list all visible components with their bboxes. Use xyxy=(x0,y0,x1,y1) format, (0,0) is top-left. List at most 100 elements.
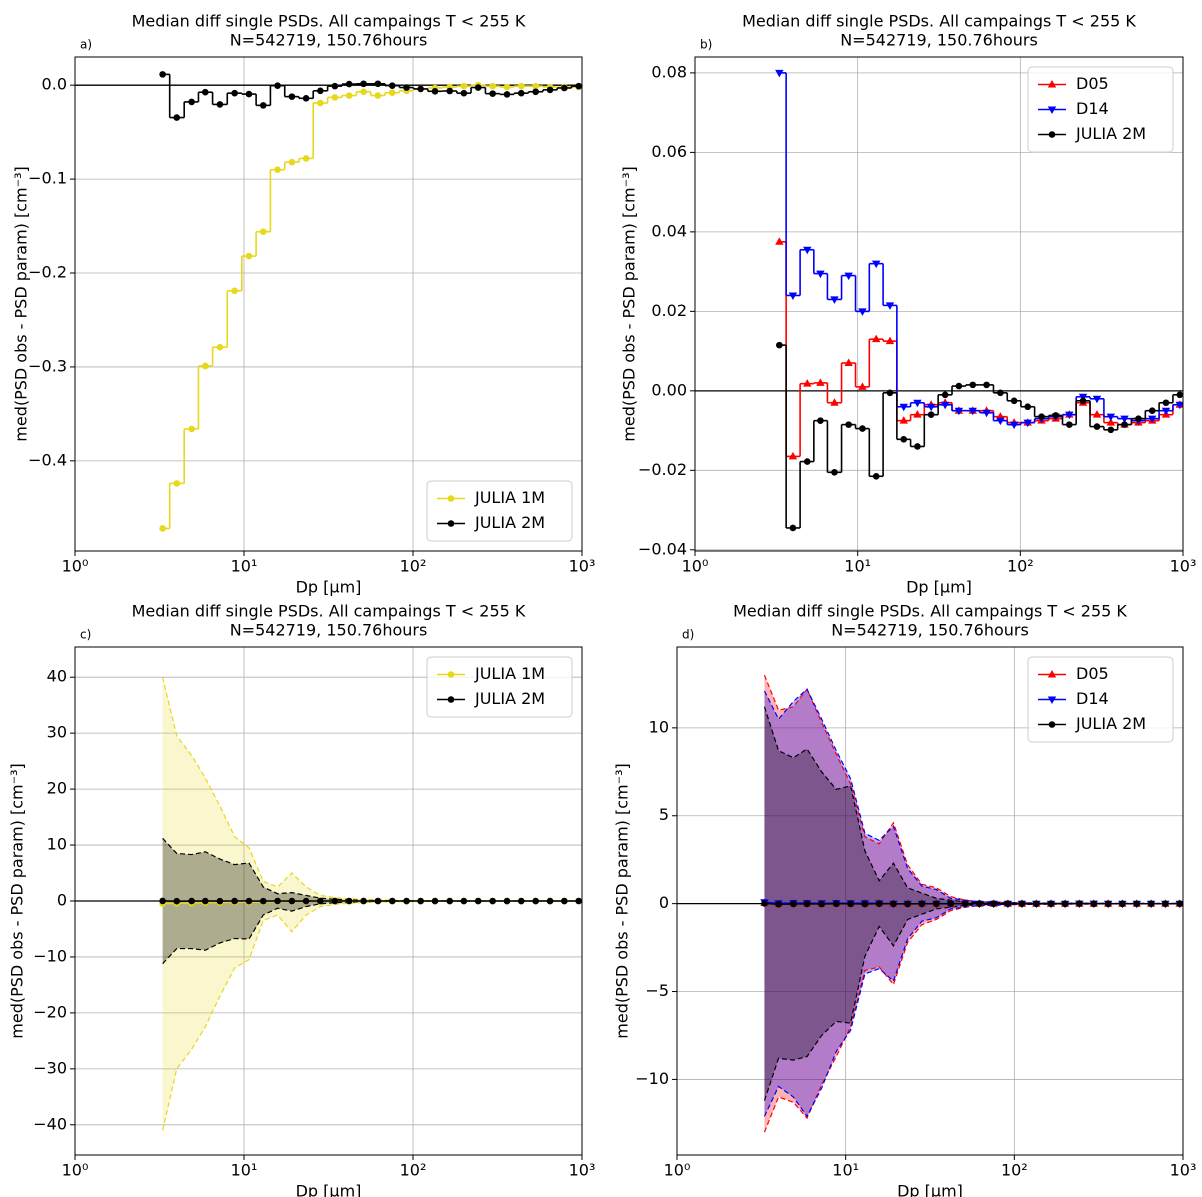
marker xyxy=(847,900,854,908)
marker xyxy=(914,443,921,450)
marker xyxy=(899,416,908,424)
chart-title: Median diff single PSDs. All campaings T… xyxy=(733,602,1127,621)
marker xyxy=(913,399,922,408)
marker xyxy=(201,897,209,905)
legend: D05 D14 JULIA 2M xyxy=(1027,66,1174,153)
marker xyxy=(990,900,997,907)
marker xyxy=(875,900,883,907)
marker xyxy=(1009,421,1019,430)
marker xyxy=(918,900,926,908)
marker xyxy=(532,88,539,96)
marker xyxy=(331,897,339,905)
marker xyxy=(803,458,811,465)
marker xyxy=(1176,900,1183,907)
y-tick-label: 10 xyxy=(649,717,669,736)
marker xyxy=(1090,900,1098,908)
legend-label: JULIA 2M xyxy=(1075,714,1146,733)
x-tick-label: 10² xyxy=(400,1161,427,1180)
marker xyxy=(173,114,181,121)
marker xyxy=(532,897,539,905)
plot-area xyxy=(695,69,1183,532)
marker xyxy=(899,403,908,412)
y-tick-label: 0.02 xyxy=(651,301,687,320)
y-tick-label: 0.06 xyxy=(651,142,687,161)
marker xyxy=(844,358,853,367)
legend-box xyxy=(1027,656,1174,743)
marker xyxy=(159,897,166,905)
marker xyxy=(904,900,911,908)
marker xyxy=(388,897,396,905)
marker xyxy=(1119,900,1126,908)
legend-box xyxy=(1027,66,1174,153)
marker xyxy=(231,287,238,295)
axes-frame xyxy=(694,56,1184,552)
marker xyxy=(816,378,825,386)
y-tick-label: −5 xyxy=(645,981,669,1000)
marker xyxy=(517,82,525,90)
marker xyxy=(489,897,496,905)
marker xyxy=(833,900,840,908)
chart-title: Median diff single PSDs. All campaings T… xyxy=(742,12,1136,31)
x-tick-label: 10¹ xyxy=(832,1161,859,1180)
marker xyxy=(955,382,963,390)
x-tick-label: 10³ xyxy=(569,557,596,576)
marker xyxy=(830,398,839,406)
subplot: Median diff single PSDs. All campaings T… xyxy=(12,12,596,597)
marker xyxy=(1135,415,1142,422)
y-tick-label: 30 xyxy=(47,723,67,742)
marker xyxy=(933,900,940,907)
marker xyxy=(1047,80,1057,88)
marker xyxy=(1133,900,1141,908)
y-tick-label: 20 xyxy=(47,779,67,798)
x-tick-label: 10³ xyxy=(569,1161,596,1180)
marker xyxy=(790,900,797,908)
marker xyxy=(274,166,281,173)
marker xyxy=(331,82,339,90)
y-tick-label: −20 xyxy=(33,1002,67,1021)
x-axis-label: Dp [μm] xyxy=(296,578,362,597)
x-axis-label: Dp [μm] xyxy=(906,578,972,597)
subplot: Median diff single PSDs. All campaings T… xyxy=(8,602,596,1197)
marker xyxy=(818,900,825,908)
chart-subtitle: N=542719, 150.76hours xyxy=(230,31,428,50)
marker xyxy=(1066,421,1073,428)
subplot: Median diff single PSDs. All campaings T… xyxy=(620,12,1197,597)
marker xyxy=(159,525,166,532)
marker xyxy=(231,89,238,97)
y-axis-label: med(PSD obs - PSD param) [cm⁻³] xyxy=(620,166,639,441)
marker xyxy=(503,83,511,91)
marker xyxy=(1148,415,1157,424)
plot-area xyxy=(75,677,582,1131)
marker xyxy=(1092,410,1102,418)
marker xyxy=(431,87,439,95)
chart-subtitle: N=542719, 150.76hours xyxy=(831,621,1029,640)
marker xyxy=(940,401,950,410)
y-tick-label: −10 xyxy=(33,946,67,965)
marker xyxy=(1052,412,1060,419)
marker xyxy=(968,407,977,416)
marker xyxy=(1161,407,1171,416)
marker xyxy=(845,421,852,428)
marker xyxy=(927,411,935,418)
marker xyxy=(274,82,281,89)
marker xyxy=(1093,423,1101,430)
y-tick-label: 0 xyxy=(659,893,669,912)
marker xyxy=(872,472,880,480)
marker xyxy=(1047,900,1055,908)
marker xyxy=(159,71,166,78)
marker xyxy=(245,90,253,98)
marker xyxy=(1162,900,1169,907)
y-axis-label: med(PSD obs - PSD param) [cm⁻³] xyxy=(12,166,31,441)
legend-label: JULIA 1M xyxy=(474,488,545,507)
y-tick-label: 5 xyxy=(659,805,669,824)
chart-title: Median diff single PSDs. All campaings T… xyxy=(132,12,526,31)
marker xyxy=(1106,418,1116,426)
marker xyxy=(288,897,296,905)
plot-area xyxy=(75,71,582,532)
axes-frame xyxy=(74,646,583,1156)
marker xyxy=(976,900,983,907)
marker xyxy=(360,897,367,905)
marker xyxy=(302,897,310,905)
